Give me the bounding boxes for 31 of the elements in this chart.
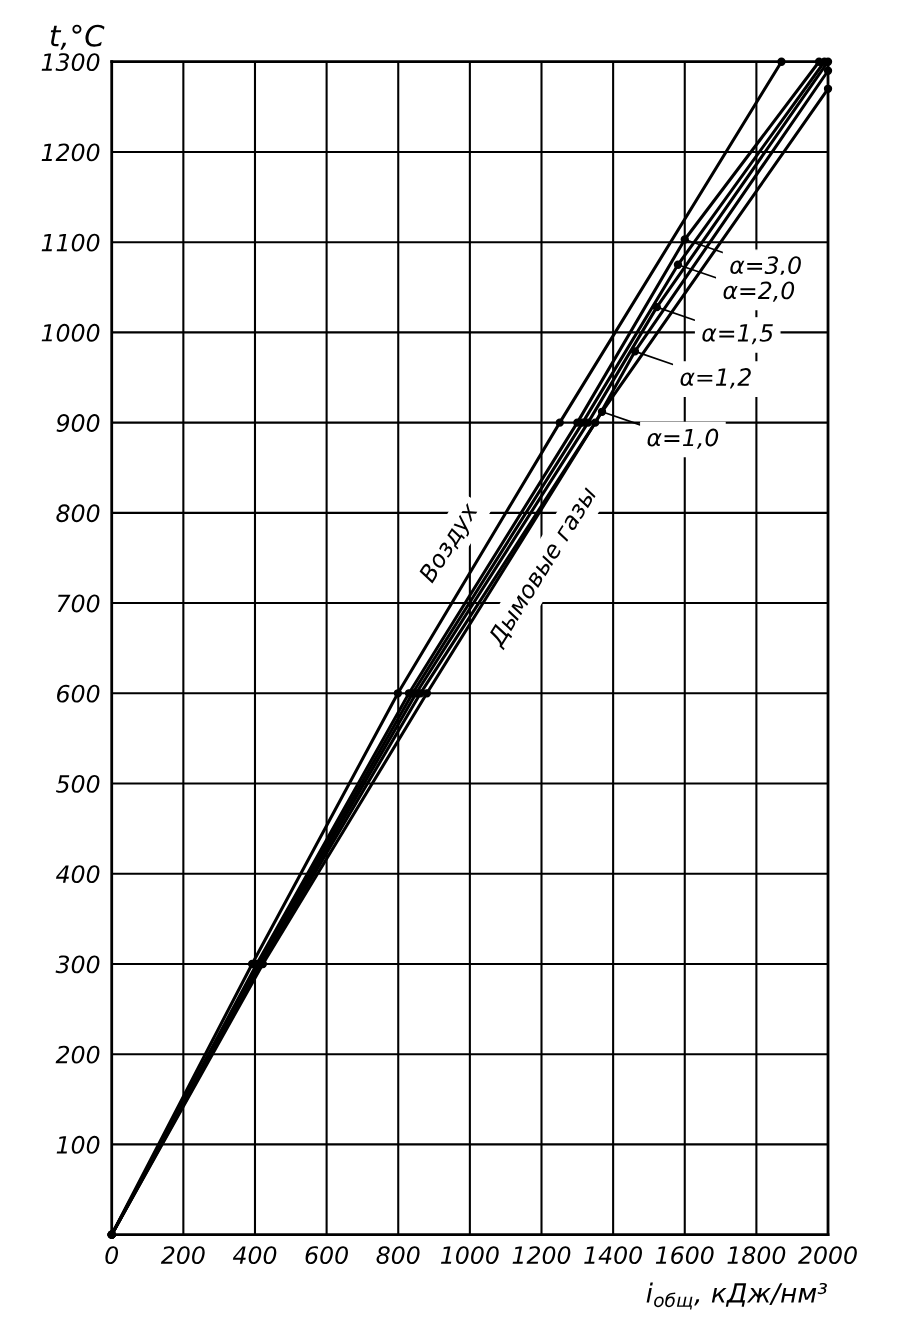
x-tick-label: 400 — [232, 1246, 277, 1265]
y-tick-label: 1200 — [41, 143, 100, 162]
y-tick-label: 500 — [56, 774, 100, 793]
y-tick-label: 1300 — [41, 53, 100, 72]
x-tick-label: 600 — [305, 1246, 348, 1265]
x-tick-label: 1600 — [655, 1246, 714, 1265]
series-label: α=3,0 — [730, 256, 801, 277]
x-tick-label: 1200 — [512, 1246, 571, 1265]
y-tick-label: 600 — [57, 684, 100, 703]
y-tick-label: 300 — [55, 955, 100, 974]
y-tick-label: 400 — [55, 865, 100, 884]
x-tick-label: 1400 — [584, 1246, 642, 1265]
y-tick-label: 100 — [56, 1135, 100, 1154]
x-tick-label: 2000 — [798, 1246, 857, 1265]
x-axis-title: i$_{общ}$, кДж/нм³ — [646, 1282, 827, 1310]
y-axis-title: t,°C — [50, 24, 105, 50]
x-tick-label: 1800 — [727, 1246, 786, 1265]
series-label: α=1,2 — [680, 368, 751, 389]
y-tick-label: 800 — [56, 504, 100, 523]
series-label: α=1,5 — [702, 324, 773, 345]
x-tick-label: 800 — [376, 1246, 420, 1265]
x-tick-label: 1000 — [440, 1246, 499, 1265]
x-tick-label: 200 — [160, 1246, 205, 1265]
y-tick-label: 200 — [55, 1045, 100, 1064]
y-tick-label: 1000 — [41, 323, 100, 342]
y-tick-label: 700 — [57, 594, 100, 613]
y-tick-label: 1100 — [41, 233, 100, 252]
series-label: α=1,0 — [647, 428, 719, 449]
x-tick-label: 0 — [105, 1246, 119, 1265]
series-label: α=2,0 — [723, 281, 795, 302]
y-tick-label: 900 — [56, 414, 100, 432]
